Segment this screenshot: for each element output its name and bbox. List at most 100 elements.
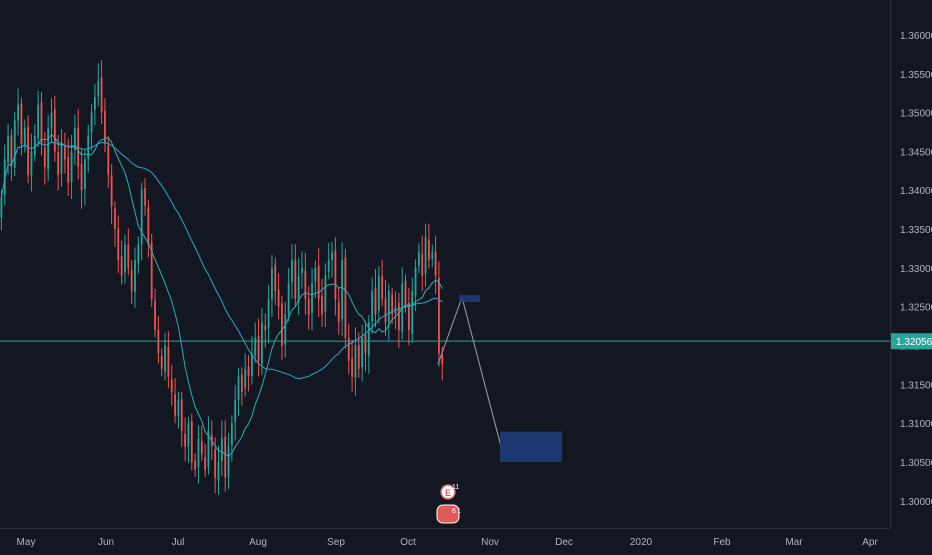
- candle-body: [204, 457, 207, 470]
- candle: [84, 149, 86, 206]
- candle-body: [267, 298, 270, 329]
- events-layer: E11 6 1: [436, 484, 461, 524]
- candle: [304, 252, 307, 315]
- candle-body: [331, 252, 333, 261]
- candle: [27, 115, 30, 184]
- candle: [367, 314, 370, 374]
- candle: [204, 443, 207, 478]
- candle-body: [314, 267, 317, 282]
- candle-body: [94, 97, 96, 110]
- candle-body: [337, 302, 340, 323]
- event-marker-letter: E: [445, 488, 451, 498]
- candle-body: [30, 151, 33, 176]
- candle: [317, 248, 320, 317]
- candle: [381, 259, 384, 307]
- candle-body: [287, 283, 290, 315]
- candle-body: [197, 438, 200, 468]
- candle-body: [284, 314, 287, 345]
- candle-body: [428, 240, 430, 261]
- time-label-aug: Aug: [249, 537, 267, 548]
- candle: [80, 148, 83, 209]
- candle-body: [140, 190, 143, 245]
- candle: [114, 201, 116, 247]
- candle: [257, 318, 260, 377]
- candle-body: [307, 298, 310, 315]
- candle: [424, 223, 427, 287]
- candle-body: [254, 337, 257, 356]
- candle-body: [281, 303, 283, 346]
- candle: [421, 235, 424, 291]
- price-tick-label: 1.33000: [900, 264, 932, 275]
- candle-body: [344, 257, 347, 338]
- candle-body: [230, 423, 233, 446]
- candle: [327, 242, 330, 280]
- candle-body: [234, 399, 237, 423]
- candle-body: [110, 175, 113, 206]
- candle: [137, 236, 140, 274]
- time-label-mar: Mar: [785, 537, 803, 548]
- candle: [264, 313, 267, 348]
- candle: [397, 292, 400, 349]
- candle: [200, 425, 203, 461]
- candle-body: [150, 242, 153, 299]
- candle-body: [160, 356, 163, 369]
- candle: [94, 83, 96, 126]
- candle-body: [0, 198, 3, 218]
- candle-body: [240, 374, 243, 393]
- candle-body: [67, 157, 70, 183]
- candle: [438, 261, 440, 367]
- candle-body: [167, 347, 170, 377]
- candle: [377, 266, 380, 324]
- candle: [277, 273, 280, 320]
- candle-body: [217, 462, 220, 481]
- candle: [271, 254, 273, 317]
- candle: [187, 416, 190, 463]
- candle: [284, 301, 287, 358]
- candle-body: [214, 449, 217, 478]
- candle: [107, 136, 110, 189]
- candle-body: [63, 145, 66, 160]
- candle-body: [407, 303, 410, 330]
- candle: [240, 367, 243, 406]
- candle-body: [50, 112, 53, 129]
- candle: [20, 97, 23, 156]
- candle: [224, 420, 227, 492]
- candle: [334, 237, 337, 316]
- price-tick-label: 1.30500: [900, 458, 932, 469]
- price-tick-label: 1.34000: [900, 186, 932, 197]
- candle-body: [237, 376, 240, 400]
- candle: [184, 417, 186, 462]
- candle-body: [311, 283, 313, 313]
- candle: [227, 432, 230, 489]
- candle: [37, 90, 40, 147]
- candle: [180, 391, 183, 447]
- candle-body: [104, 110, 106, 144]
- moving-averages-layer: [0, 133, 443, 457]
- candle: [23, 119, 26, 153]
- candle-body: [47, 128, 50, 170]
- candle-body: [57, 151, 60, 175]
- candle: [144, 178, 146, 216]
- candle-body: [364, 334, 367, 354]
- candle-body: [247, 366, 250, 377]
- candle-body: [33, 135, 36, 156]
- event-cluster-badge: [436, 504, 460, 524]
- candle-body: [297, 275, 300, 303]
- candle-body: [274, 264, 277, 292]
- candle-body: [424, 236, 427, 274]
- candle-body: [17, 104, 19, 121]
- drawings-layer: [0, 295, 890, 462]
- candle: [297, 257, 300, 316]
- candle-body: [434, 251, 437, 276]
- candle-body: [377, 275, 380, 311]
- candle-body: [117, 228, 120, 261]
- candle: [90, 103, 93, 151]
- candle: [43, 131, 46, 185]
- candle: [361, 324, 364, 382]
- candle: [267, 284, 270, 344]
- candle: [347, 323, 350, 375]
- candle: [53, 95, 56, 162]
